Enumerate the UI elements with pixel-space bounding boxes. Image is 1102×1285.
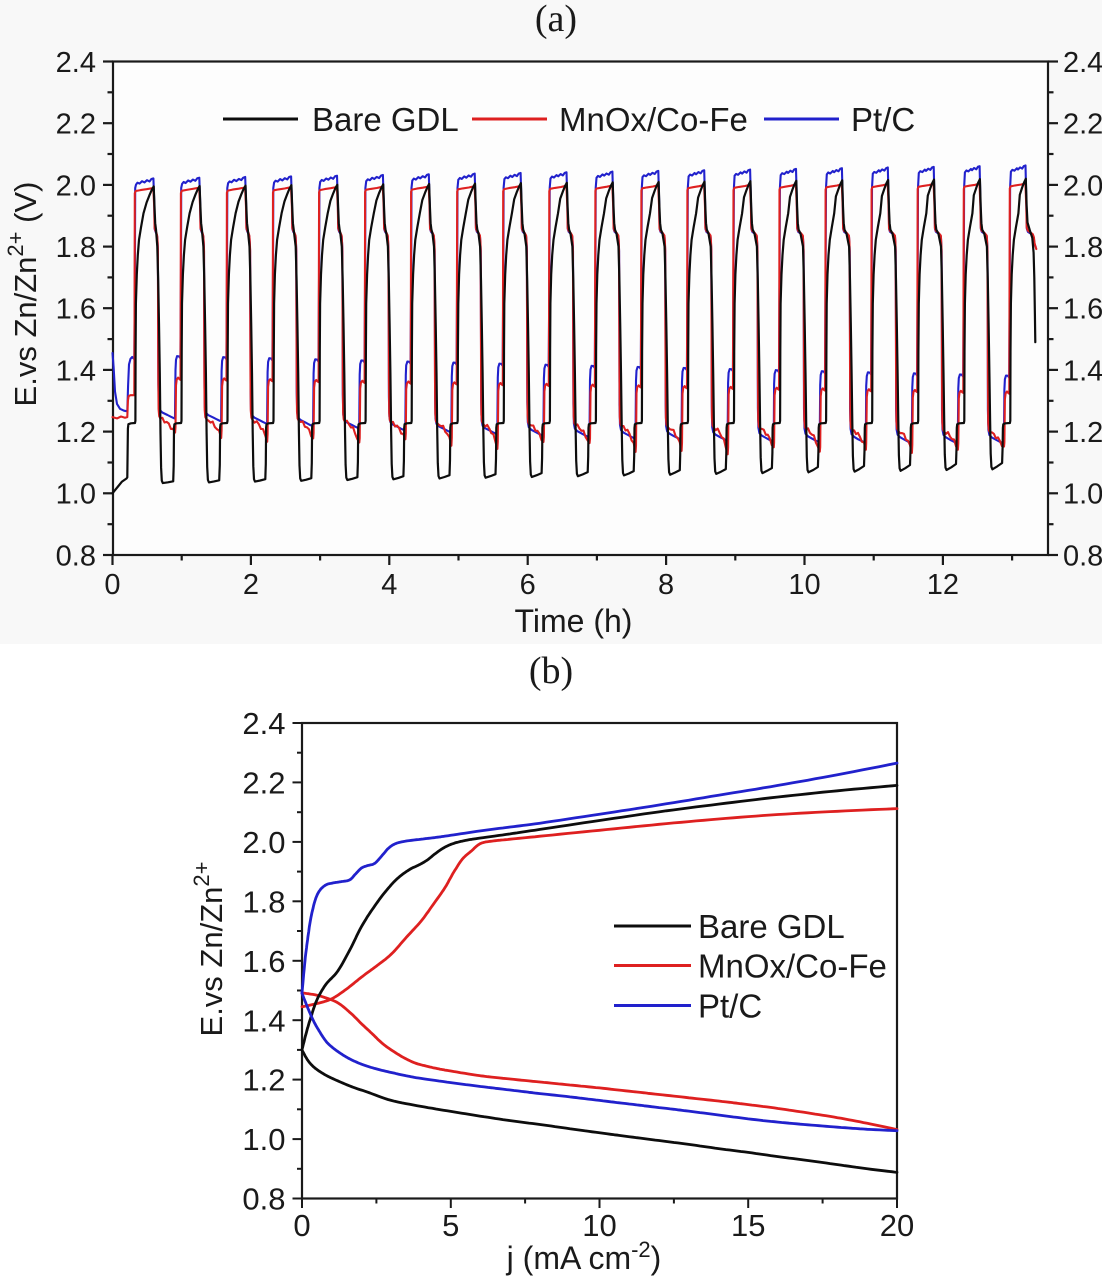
svg-text:2.2: 2.2 — [1063, 109, 1102, 141]
svg-text:2.0: 2.0 — [242, 825, 285, 860]
svg-text:8: 8 — [658, 569, 674, 601]
svg-text:Time (h): Time (h) — [515, 603, 633, 639]
svg-text:Pt/C: Pt/C — [698, 988, 762, 1025]
svg-text:0: 0 — [293, 1208, 310, 1243]
svg-text:1.0: 1.0 — [1063, 479, 1102, 511]
svg-text:15: 15 — [731, 1208, 765, 1243]
svg-text:2.4: 2.4 — [242, 706, 285, 741]
svg-text:1.4: 1.4 — [56, 355, 96, 387]
svg-text:1.6: 1.6 — [242, 944, 285, 979]
svg-text:(a): (a) — [535, 0, 577, 40]
svg-text:1.6: 1.6 — [56, 294, 96, 326]
svg-text:1.6: 1.6 — [1063, 294, 1102, 326]
svg-text:2: 2 — [243, 569, 259, 601]
svg-text:6: 6 — [520, 569, 536, 601]
svg-text:1.4: 1.4 — [1063, 355, 1102, 387]
svg-text:1.0: 1.0 — [242, 1122, 285, 1157]
svg-text:0.8: 0.8 — [56, 540, 96, 572]
svg-text:MnOx/Co-Fe: MnOx/Co-Fe — [698, 948, 887, 985]
svg-text:1.8: 1.8 — [242, 884, 285, 919]
svg-text:MnOx/Co-Fe: MnOx/Co-Fe — [559, 101, 748, 138]
svg-text:10: 10 — [582, 1208, 616, 1243]
svg-text:E.vs Zn/Zn2+: E.vs Zn/Zn2+ — [189, 862, 229, 1037]
svg-text:j (mA cm-2): j (mA cm-2) — [506, 1237, 662, 1276]
svg-text:20: 20 — [880, 1208, 914, 1243]
svg-text:2.4: 2.4 — [1063, 47, 1102, 79]
svg-text:1.8: 1.8 — [56, 232, 96, 264]
svg-text:1.8: 1.8 — [1063, 232, 1102, 264]
svg-text:2.4: 2.4 — [56, 47, 96, 79]
svg-text:E.vs Zn/Zn2+ (V): E.vs Zn/Zn2+ (V) — [3, 182, 43, 407]
svg-text:1.2: 1.2 — [242, 1063, 285, 1098]
svg-text:0.8: 0.8 — [242, 1182, 285, 1217]
svg-text:0.8: 0.8 — [1063, 540, 1102, 572]
svg-text:1.2: 1.2 — [1063, 417, 1102, 449]
svg-text:1.0: 1.0 — [56, 479, 96, 511]
svg-text:Pt/C: Pt/C — [851, 101, 915, 138]
svg-text:(b): (b) — [529, 650, 573, 692]
svg-text:5: 5 — [442, 1208, 459, 1243]
svg-text:2.0: 2.0 — [56, 170, 96, 202]
svg-text:0: 0 — [104, 569, 120, 601]
svg-text:2.2: 2.2 — [242, 766, 285, 801]
svg-text:Bare GDL: Bare GDL — [698, 908, 845, 945]
svg-text:Bare GDL: Bare GDL — [312, 101, 459, 138]
svg-text:12: 12 — [927, 569, 959, 601]
svg-text:4: 4 — [381, 569, 397, 601]
svg-text:1.2: 1.2 — [56, 417, 96, 449]
svg-text:10: 10 — [788, 569, 820, 601]
svg-text:2.0: 2.0 — [1063, 170, 1102, 202]
svg-text:2.2: 2.2 — [56, 109, 96, 141]
svg-text:1.4: 1.4 — [242, 1003, 285, 1038]
